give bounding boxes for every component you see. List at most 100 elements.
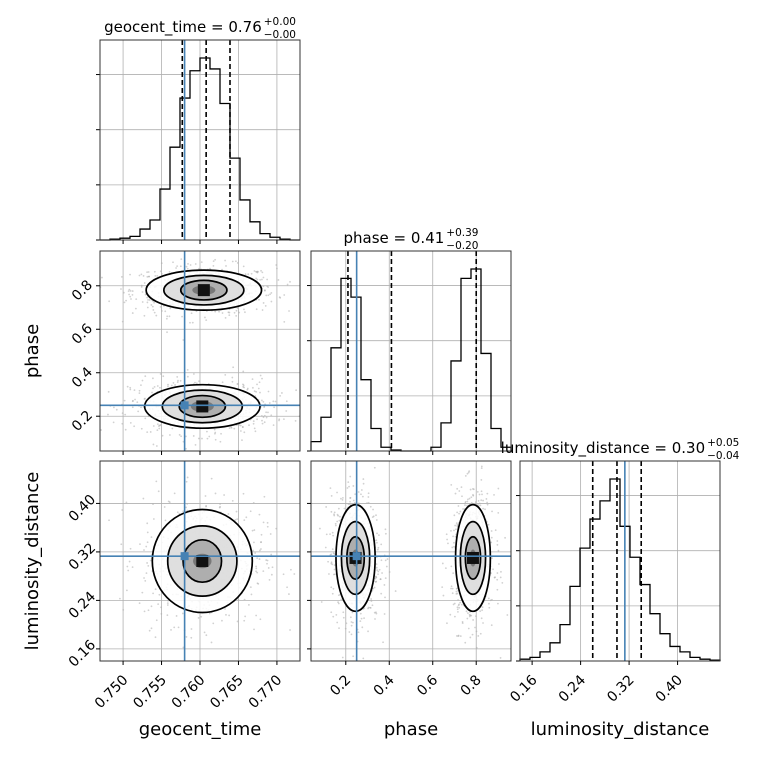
- sample-point: [162, 375, 165, 378]
- sample-point: [187, 249, 189, 251]
- sample-point: [272, 400, 275, 403]
- sample-point: [340, 497, 342, 500]
- sample-point: [498, 563, 500, 565]
- sample-point: [472, 494, 475, 497]
- sample-point: [255, 277, 258, 280]
- sample-point: [125, 299, 127, 302]
- panel-title-luminosity_distance: luminosity_distance = 0.30 +0.05−0.04: [501, 437, 740, 462]
- sample-point: [262, 416, 265, 419]
- sample-point: [384, 559, 387, 562]
- sample-point: [336, 491, 338, 494]
- sample-point: [185, 480, 188, 483]
- sample-point: [186, 476, 189, 479]
- sample-point: [131, 406, 134, 409]
- sample-point: [255, 308, 258, 311]
- panel-title-phase: phase = 0.41 +0.39−0.20: [344, 227, 479, 252]
- sample-point: [456, 606, 459, 609]
- sample-point: [482, 507, 484, 510]
- sample-point: [146, 541, 149, 544]
- sample-point: [343, 507, 346, 510]
- sample-point: [129, 547, 132, 550]
- sample-point: [499, 657, 502, 659]
- sample-point: [289, 629, 291, 631]
- sample-point: [369, 606, 371, 609]
- sample-point: [152, 377, 154, 380]
- sample-point: [467, 471, 470, 474]
- sample-point: [169, 434, 171, 436]
- sample-point: [372, 508, 374, 511]
- y-tick-label-phase: 0.2: [69, 408, 96, 435]
- sample-point: [268, 578, 271, 581]
- contour-line-luminosity_distance_vs_phase-1-2: [454, 503, 492, 613]
- sample-point: [151, 305, 154, 308]
- sample-point: [107, 413, 109, 416]
- sample-point: [228, 314, 231, 317]
- sample-point: [458, 606, 461, 609]
- sample-point: [242, 265, 245, 268]
- sample-point: [464, 641, 467, 644]
- sample-point: [242, 492, 245, 495]
- sample-point: [144, 397, 146, 400]
- sample-point: [142, 497, 145, 500]
- sample-point: [260, 533, 263, 536]
- sample-point: [155, 619, 158, 622]
- sample-point: [147, 298, 149, 301]
- contour-line-phase_vs_geocent_time-1-0: [178, 394, 227, 419]
- sample-point: [154, 588, 157, 591]
- sample-point: [277, 279, 280, 281]
- sample-point: [176, 265, 179, 268]
- sample-point: [179, 379, 182, 382]
- sample-point: [144, 293, 147, 296]
- sample-point: [256, 571, 259, 574]
- sample-point: [166, 331, 168, 334]
- sample-point: [267, 567, 270, 569]
- sample-point: [234, 260, 237, 263]
- sample-point: [150, 627, 153, 630]
- sample-point: [501, 581, 504, 584]
- sample-point: [455, 592, 458, 595]
- sample-point: [142, 275, 145, 277]
- sample-point: [278, 296, 281, 299]
- sample-point: [494, 576, 496, 579]
- sample-point: [294, 419, 297, 422]
- sample-point: [488, 606, 491, 609]
- sample-point: [190, 312, 193, 315]
- sample-point: [143, 610, 146, 613]
- sample-point: [332, 587, 335, 590]
- sample-point: [262, 302, 265, 304]
- histogram-step-geocent_time: [100, 57, 300, 241]
- y-tick-label-luminosity_distance: 0.24: [66, 589, 99, 622]
- sample-point: [166, 602, 169, 605]
- sample-point: [209, 267, 211, 270]
- sample-point: [283, 418, 285, 421]
- sample-point: [470, 496, 473, 499]
- sample-point: [486, 503, 489, 506]
- truth-marker-phase_vs_geocent_time: [180, 401, 189, 410]
- sample-point: [185, 506, 188, 509]
- sample-point: [78, 275, 80, 277]
- sample-point: [214, 258, 217, 261]
- sample-point: [263, 495, 266, 498]
- sample-point: [243, 308, 245, 311]
- sample-point: [266, 521, 269, 524]
- sample-point: [480, 499, 483, 502]
- sample-point: [329, 487, 332, 490]
- sample-point: [444, 567, 447, 570]
- sample-point: [478, 493, 481, 496]
- sample-point: [459, 601, 462, 604]
- density-peak-luminosity_distance_vs_phase-1: [466, 551, 479, 564]
- sample-point: [456, 523, 459, 526]
- sample-point: [359, 612, 362, 615]
- sample-point: [265, 559, 268, 561]
- sample-point: [176, 376, 179, 378]
- sample-point: [263, 289, 266, 292]
- sample-point: [378, 534, 380, 537]
- sample-point: [143, 398, 146, 400]
- sample-point: [230, 426, 232, 428]
- sample-point: [293, 573, 296, 575]
- sample-point: [175, 267, 177, 269]
- sample-point: [334, 573, 336, 576]
- sample-point: [140, 427, 143, 430]
- sample-point: [462, 508, 464, 510]
- panel-title-main-phase: phase = 0.41: [344, 229, 445, 247]
